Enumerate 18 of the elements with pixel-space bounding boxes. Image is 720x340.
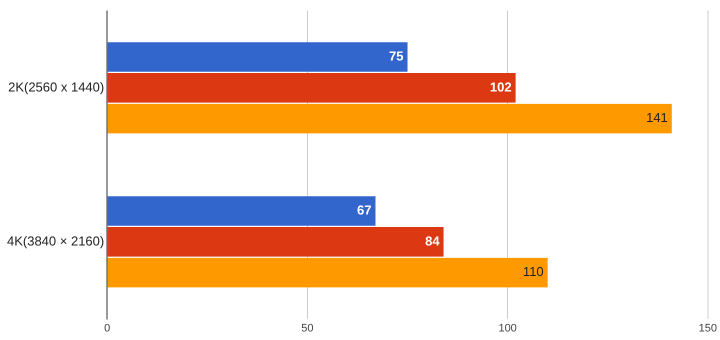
x-tick-label: 0 [104, 322, 110, 334]
data-label: 67 [357, 202, 372, 218]
x-tick-label: 50 [301, 322, 314, 334]
data-label: 102 [490, 79, 512, 94]
bar [108, 73, 516, 103]
data-label: 141 [646, 110, 668, 126]
bar [108, 104, 672, 134]
data-label: 75 [389, 48, 404, 64]
data-label: 110 [522, 264, 544, 280]
bar [108, 258, 548, 288]
bar [108, 42, 408, 72]
bar [108, 227, 444, 257]
x-tick-label: 150 [698, 322, 718, 334]
y-tick-label: 4K(3840 × 2160) [6, 233, 104, 248]
bar [108, 196, 376, 226]
x-tick-label: 100 [498, 322, 517, 334]
data-label: 84 [425, 233, 440, 248]
y-tick-label: 2K(2560 x 1440) [8, 79, 104, 94]
